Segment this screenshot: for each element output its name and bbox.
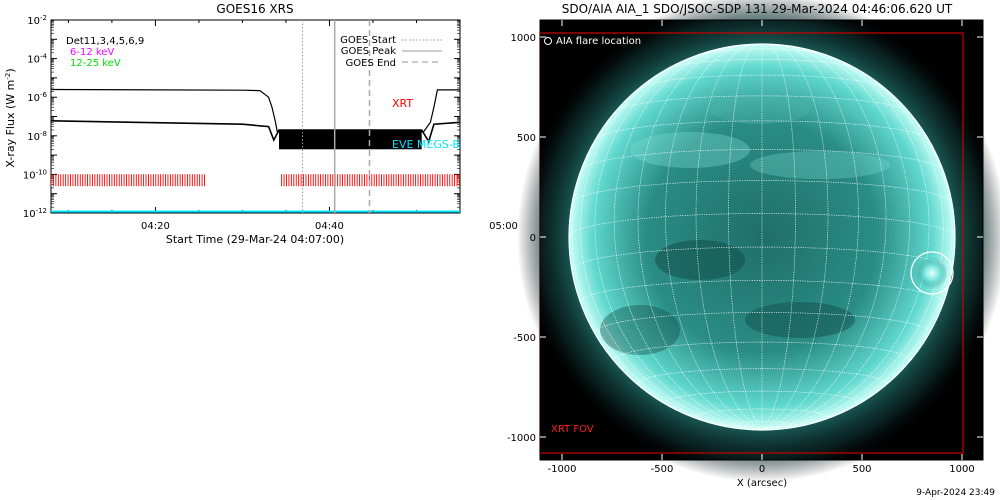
solar-disk — [569, 44, 955, 430]
legend-goes-peak: GOES Peak — [341, 46, 396, 57]
aia-x-tick-label: 0 — [759, 464, 765, 475]
aia-image-plot: SDO/AIA AIA_1 SDO/JSOC-SDP 131 29-Mar-20… — [507, 0, 1000, 489]
goes-legend: GOES Start GOES Peak GOES End — [340, 35, 442, 69]
grid-line — [761, 79, 953, 429]
grid-line — [568, 236, 763, 429]
band-12-25-label: 12-25 keV — [70, 58, 121, 69]
goes-low-channel-noise-band — [278, 129, 422, 150]
grid-line — [761, 43, 796, 429]
goes-short-channel-line — [51, 120, 460, 144]
aia-y-tick-label: 0 — [530, 233, 536, 244]
grid-line — [614, 95, 910, 113]
goes-x-axis-label: Start Time (29-Mar-24 04:07:00) — [166, 233, 344, 246]
goes-y-tick-label: 10-8 — [27, 130, 47, 143]
goes-y-tick-label: 10-4 — [27, 53, 47, 66]
aia-x-tick-label: 1000 — [949, 464, 974, 475]
grid-line — [761, 48, 930, 429]
grid-line — [665, 44, 763, 429]
band-6-12-label: 6-12 keV — [70, 47, 114, 58]
grid-line — [594, 48, 763, 429]
goes-xrs-plot: GOES16 XRS 10-2 10-4 10-6 10-8 10-10 10-12 04… — [4, 2, 866, 246]
eve-megs-b-label: EVE MEGS-B — [392, 138, 460, 151]
aia-x-axis: -1000 -500 0 500 1000 — [547, 20, 975, 475]
aia-x-tick-label: 500 — [852, 464, 871, 475]
aia-x-tick-label: -1000 — [547, 464, 576, 475]
goes-y-tick-label: 10-6 — [27, 91, 47, 104]
goes-x-tick-label: 05:00 — [489, 221, 518, 232]
aia-y-tick-label: 500 — [517, 133, 536, 144]
xrt-label: XRT — [392, 97, 413, 110]
grid-line — [580, 280, 944, 303]
detector-label: Det11,3,4,5,6,9 — [66, 36, 144, 47]
legend-goes-start: GOES Start — [340, 35, 396, 46]
aia-flare-location-marker — [910, 251, 954, 295]
grid-line — [761, 44, 859, 429]
grid-line — [580, 54, 763, 429]
grid-line — [571, 79, 763, 429]
goes-long-channel-line — [51, 88, 460, 133]
legend-circle-icon — [544, 37, 552, 45]
flare-brightening — [916, 257, 948, 289]
grid-line — [728, 43, 763, 429]
aia-x-axis-label: X (arcsec) — [737, 478, 787, 489]
xrt-fov-label: XRT FOV — [551, 424, 594, 435]
footer-timestamp: 9-Apr-2024 23:49 — [916, 488, 995, 498]
aia-flare-location-legend: AIA flare location — [556, 36, 641, 47]
solar-limb — [568, 43, 956, 431]
grid-line — [665, 390, 859, 403]
heliographic-grid — [568, 43, 956, 429]
aia-y-tick-label: -1000 — [507, 433, 536, 444]
goes-data-layer — [51, 88, 460, 213]
aia-y-tick-label: -500 — [513, 333, 536, 344]
goes-y-tick-label: 10-12 — [23, 207, 47, 220]
grid-line — [761, 43, 829, 429]
aia-x-tick-label: -500 — [651, 464, 674, 475]
grid-line — [761, 236, 956, 429]
legend-goes-end: GOES End — [346, 58, 396, 69]
goes-y-axis: 10-2 10-4 10-6 10-8 10-10 10-12 — [23, 14, 460, 220]
grid-line — [580, 149, 944, 171]
goes-x-tick-label: 04:40 — [315, 221, 344, 232]
grid-line — [695, 43, 763, 429]
goes-x-tick-label: 04:20 — [141, 221, 170, 232]
goes-y-tick-label: 10-10 — [23, 168, 47, 181]
goes-y-tick-label: 10-2 — [27, 14, 47, 27]
goes-y-axis-label: X-ray Flux (W m-2) — [4, 68, 17, 167]
goes-title: GOES16 XRS — [216, 2, 293, 16]
aia-y-tick-label: 1000 — [511, 33, 536, 44]
aia-y-axis: 1000 500 0 -500 -1000 — [507, 33, 983, 444]
